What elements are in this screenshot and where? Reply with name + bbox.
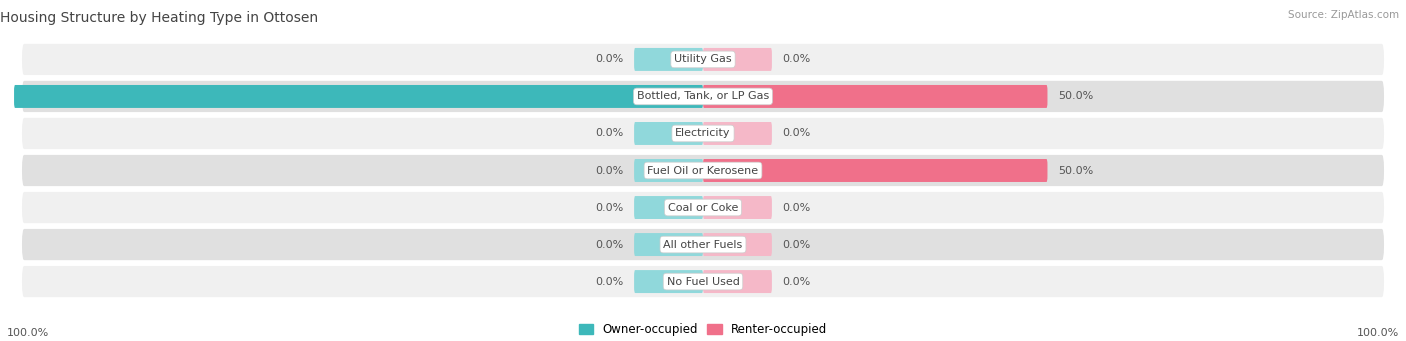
FancyBboxPatch shape [21, 154, 1385, 187]
Text: 50.0%: 50.0% [1057, 165, 1092, 176]
Text: All other Fuels: All other Fuels [664, 239, 742, 250]
Text: 0.0%: 0.0% [782, 203, 810, 212]
FancyBboxPatch shape [703, 233, 772, 256]
FancyBboxPatch shape [634, 270, 703, 293]
Text: 0.0%: 0.0% [782, 277, 810, 286]
Legend: Owner-occupied, Renter-occupied: Owner-occupied, Renter-occupied [574, 318, 832, 341]
FancyBboxPatch shape [21, 228, 1385, 261]
Text: Bottled, Tank, or LP Gas: Bottled, Tank, or LP Gas [637, 91, 769, 102]
FancyBboxPatch shape [703, 196, 772, 219]
Text: 0.0%: 0.0% [596, 129, 624, 138]
Text: No Fuel Used: No Fuel Used [666, 277, 740, 286]
FancyBboxPatch shape [21, 265, 1385, 298]
FancyBboxPatch shape [21, 191, 1385, 224]
FancyBboxPatch shape [21, 43, 1385, 76]
Text: Housing Structure by Heating Type in Ottosen: Housing Structure by Heating Type in Ott… [0, 11, 318, 25]
Text: 100.0%: 100.0% [7, 328, 49, 338]
Text: 0.0%: 0.0% [782, 55, 810, 64]
Text: 0.0%: 0.0% [596, 165, 624, 176]
Text: Source: ZipAtlas.com: Source: ZipAtlas.com [1288, 10, 1399, 20]
FancyBboxPatch shape [14, 85, 703, 108]
FancyBboxPatch shape [703, 270, 772, 293]
Text: Utility Gas: Utility Gas [675, 55, 731, 64]
FancyBboxPatch shape [703, 159, 1047, 182]
FancyBboxPatch shape [21, 80, 1385, 113]
Text: Coal or Coke: Coal or Coke [668, 203, 738, 212]
Text: 0.0%: 0.0% [782, 129, 810, 138]
Text: 50.0%: 50.0% [1057, 91, 1092, 102]
Text: Electricity: Electricity [675, 129, 731, 138]
FancyBboxPatch shape [703, 122, 772, 145]
Text: 0.0%: 0.0% [596, 277, 624, 286]
Text: 0.0%: 0.0% [596, 203, 624, 212]
FancyBboxPatch shape [21, 117, 1385, 150]
FancyBboxPatch shape [703, 48, 772, 71]
Text: 0.0%: 0.0% [596, 55, 624, 64]
Text: 0.0%: 0.0% [596, 239, 624, 250]
FancyBboxPatch shape [634, 159, 703, 182]
Text: Fuel Oil or Kerosene: Fuel Oil or Kerosene [647, 165, 759, 176]
FancyBboxPatch shape [634, 48, 703, 71]
Text: 100.0%: 100.0% [0, 91, 4, 102]
Text: 0.0%: 0.0% [782, 239, 810, 250]
FancyBboxPatch shape [634, 233, 703, 256]
FancyBboxPatch shape [634, 196, 703, 219]
FancyBboxPatch shape [703, 85, 1047, 108]
FancyBboxPatch shape [634, 122, 703, 145]
Text: 100.0%: 100.0% [1357, 328, 1399, 338]
